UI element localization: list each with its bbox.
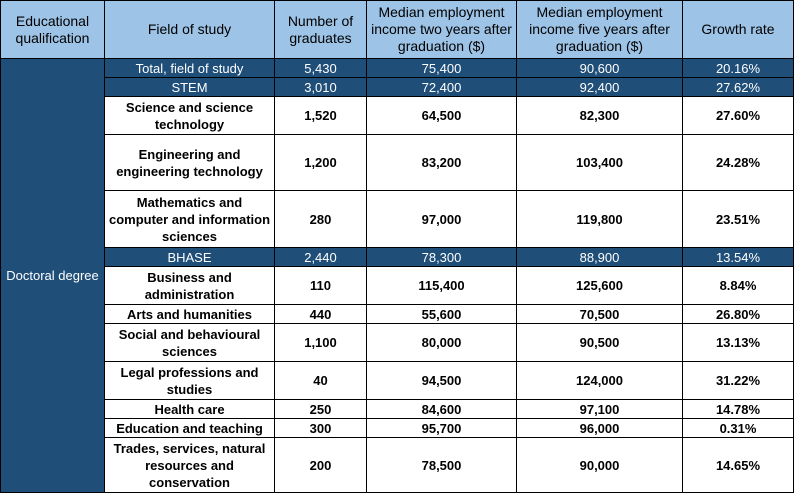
growth-cell: 27.60% <box>682 96 794 135</box>
income-two-cell: 84,600 <box>366 399 517 419</box>
table-row: Mathematics and computer and information… <box>1 190 794 248</box>
income-two-cell: 78,300 <box>366 247 517 267</box>
field-cell: Social and behavioural sciences <box>104 323 275 362</box>
graduates-cell: 5,430 <box>274 58 367 78</box>
graduates-cell: 40 <box>274 361 367 400</box>
income-five-cell: 103,400 <box>516 134 683 191</box>
table-row: Business and administration 110 115,400 … <box>1 266 794 305</box>
table-row: Doctoral degree Total, field of study 5,… <box>0 58 794 493</box>
growth-cell: 20.16% <box>682 58 794 78</box>
field-cell: Engineering and engineering technology <box>104 134 275 191</box>
graduates-cell: 200 <box>274 437 367 493</box>
table-row: Trades, services, natural resources and … <box>1 437 794 493</box>
graduates-cell: 300 <box>274 418 367 438</box>
graduates-cell: 3,010 <box>274 77 367 97</box>
table-row: Education and teaching 300 95,700 96,000… <box>1 418 794 438</box>
income-five-cell: 88,900 <box>516 247 683 267</box>
growth-cell: 14.65% <box>682 437 794 493</box>
field-cell: Trades, services, natural resources and … <box>104 437 275 493</box>
graduates-cell: 1,200 <box>274 134 367 191</box>
income-two-cell: 80,000 <box>366 323 517 362</box>
field-cell: BHASE <box>104 247 275 267</box>
income-two-cell: 115,400 <box>366 266 517 305</box>
income-two-cell: 64,500 <box>366 96 517 135</box>
income-five-cell: 90,000 <box>516 437 683 493</box>
income-five-cell: 97,100 <box>516 399 683 419</box>
income-two-cell: 75,400 <box>366 58 517 78</box>
graduates-cell: 1,100 <box>274 323 367 362</box>
income-two-cell: 72,400 <box>366 77 517 97</box>
table-row: Engineering and engineering technology 1… <box>1 134 794 191</box>
growth-cell: 14.78% <box>682 399 794 419</box>
field-cell: Total, field of study <box>104 58 275 78</box>
growth-cell: 24.28% <box>682 134 794 191</box>
table-row: Legal professions and studies 40 94,500 … <box>1 361 794 400</box>
growth-cell: 23.51% <box>682 190 794 248</box>
header-income-two-years: Median employment income two years after… <box>366 0 517 59</box>
graduates-cell: 110 <box>274 266 367 305</box>
field-cell: Science and science technology <box>104 96 275 135</box>
header-growth-rate: Growth rate <box>682 0 794 59</box>
header-income-five-years: Median employment income five years afte… <box>516 0 683 59</box>
graduates-cell: 2,440 <box>274 247 367 267</box>
qualification-cell: Doctoral degree <box>0 58 105 493</box>
growth-cell: 31.22% <box>682 361 794 400</box>
table-row: BHASE 2,440 78,300 88,900 13.54% <box>1 247 794 267</box>
field-cell: Health care <box>104 399 275 419</box>
header-qualification: Educational qualification <box>0 0 105 59</box>
field-cell: Education and teaching <box>104 418 275 438</box>
income-five-cell: 124,000 <box>516 361 683 400</box>
table-row: Social and behavioural sciences 1,100 80… <box>1 323 794 362</box>
table-row: STEM 3,010 72,400 92,400 27.62% <box>1 77 794 97</box>
field-cell: STEM <box>104 77 275 97</box>
field-cell: Arts and humanities <box>104 304 275 324</box>
header-field-of-study: Field of study <box>104 0 275 59</box>
income-five-cell: 82,300 <box>516 96 683 135</box>
income-five-cell: 119,800 <box>516 190 683 248</box>
income-five-cell: 90,600 <box>516 58 683 78</box>
field-cell: Mathematics and computer and information… <box>104 190 275 248</box>
income-two-cell: 78,500 <box>366 437 517 493</box>
income-five-cell: 92,400 <box>516 77 683 97</box>
header-row: Educational qualification Field of study… <box>0 0 794 59</box>
table-row: Health care 250 84,600 97,100 14.78% <box>1 399 794 419</box>
field-cell: Legal professions and studies <box>104 361 275 400</box>
income-five-cell: 125,600 <box>516 266 683 305</box>
graduates-cell: 250 <box>274 399 367 419</box>
growth-cell: 27.62% <box>682 77 794 97</box>
graduates-cell: 280 <box>274 190 367 248</box>
income-five-cell: 90,500 <box>516 323 683 362</box>
income-five-cell: 70,500 <box>516 304 683 324</box>
income-two-cell: 55,600 <box>366 304 517 324</box>
growth-cell: 26.80% <box>682 304 794 324</box>
growth-cell: 13.13% <box>682 323 794 362</box>
income-two-cell: 94,500 <box>366 361 517 400</box>
header-number-of-graduates: Number of graduates <box>274 0 367 59</box>
table-row: Science and science technology 1,520 64,… <box>1 96 794 135</box>
field-cell: Business and administration <box>104 266 275 305</box>
graduates-cell: 440 <box>274 304 367 324</box>
growth-cell: 13.54% <box>682 247 794 267</box>
income-two-cell: 95,700 <box>366 418 517 438</box>
growth-cell: 8.84% <box>682 266 794 305</box>
graduates-cell: 1,520 <box>274 96 367 135</box>
growth-cell: 0.31% <box>682 418 794 438</box>
table-row: Arts and humanities 440 55,600 70,500 26… <box>1 304 794 324</box>
income-two-cell: 97,000 <box>366 190 517 248</box>
income-two-cell: 83,200 <box>366 134 517 191</box>
income-five-cell: 96,000 <box>516 418 683 438</box>
